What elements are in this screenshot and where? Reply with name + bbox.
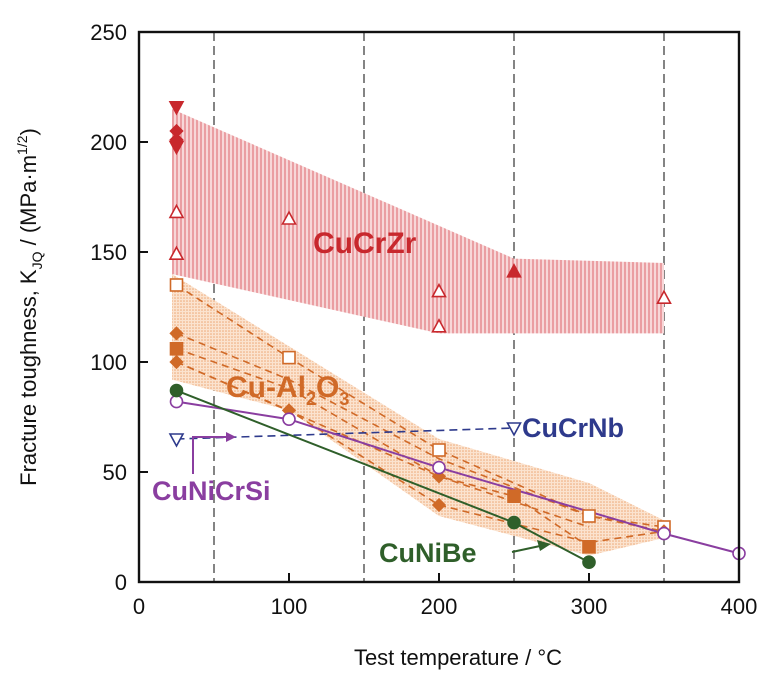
point-cu-al2o3-1 [169, 326, 184, 341]
point-cucrzr-7 [431, 282, 447, 298]
band-cu-al2o3 [172, 274, 664, 556]
point-cu-al2o3-4 [282, 350, 296, 365]
x-axis-title: Test temperature / °C [354, 645, 562, 670]
x-tick-label-100: 100 [271, 594, 308, 619]
point-cucrzr-3 [168, 140, 185, 156]
axis-ticks: 0 100 200 300 400 0 50 100 150 200 250 [90, 20, 757, 619]
point-cu-al2o3-6 [432, 443, 446, 457]
y-axis-title-sub: JQ [29, 251, 45, 269]
y-axis-title-exp: 1/2 [14, 135, 30, 155]
cunibe-pointer-arrow [511, 545, 541, 553]
point-cunicrsi-1 [282, 412, 296, 427]
point-cucrzr-5 [168, 245, 185, 261]
label-cu-al2o3: Cu-Al2O3 [226, 371, 349, 409]
band-cucrzr [172, 109, 664, 334]
x-tick-label-0: 0 [133, 594, 145, 619]
point-cucrzr-10 [656, 289, 672, 305]
trend-line-cu-al2o3-1 [176, 332, 665, 533]
point-cucrnb-1 [506, 422, 522, 437]
point-cucrzr-4 [168, 203, 185, 219]
point-cucrzr-6 [281, 210, 297, 225]
y-tick-label-250: 250 [90, 20, 127, 45]
point-cu-al2o3-10 [582, 509, 596, 523]
label-cu-al2o3-sub3: 3 [339, 389, 349, 409]
cunicrsi-pointer-arrowhead [226, 432, 236, 442]
label-cunibe: CuNiBe [379, 538, 477, 568]
point-cu-al2o3-3 [169, 354, 184, 370]
x-tick-label-400: 400 [721, 594, 758, 619]
point-cucrzr-0 [168, 101, 185, 116]
point-cu-al2o3-9 [507, 489, 521, 504]
y-axis-title-units: / (MPa·m [16, 155, 41, 252]
data-markers [168, 101, 746, 570]
point-cunibe-2 [582, 555, 596, 570]
point-cucrzr-9 [506, 263, 522, 278]
label-cucrzr: CuCrZr [313, 227, 417, 260]
cunicrsi-pointer-arrow [192, 436, 226, 474]
point-cucrzr-8 [431, 318, 447, 333]
label-cu-al2o3-o: O [316, 371, 339, 404]
point-cu-al2o3-0 [169, 278, 184, 292]
y-tick-label-50: 50 [103, 460, 127, 485]
point-cucrnb-0 [168, 433, 185, 448]
y-tick-label-100: 100 [90, 350, 127, 375]
point-cunibe-0 [169, 383, 184, 398]
label-cucrnb: CuCrNb [522, 413, 624, 443]
point-cunicrsi-3 [657, 526, 671, 541]
point-cunicrsi-2 [432, 460, 446, 475]
point-cunibe-1 [507, 515, 521, 530]
scatter-bands [172, 109, 664, 556]
y-tick-label-150: 150 [90, 240, 127, 265]
label-cu-al2o3-sub2: 2 [306, 389, 316, 409]
label-cunicrsi: CuNiCrSi [152, 476, 271, 506]
y-axis-title-main: Fracture toughness, K [16, 269, 41, 486]
y-tick-label-0: 0 [115, 570, 127, 595]
x-tick-label-300: 300 [571, 594, 608, 619]
label-cu-al2o3-main: Cu-Al [226, 371, 306, 404]
y-axis-title-close: ) [16, 128, 41, 135]
point-cu-al2o3-2 [169, 341, 184, 356]
y-tick-label-200: 200 [90, 130, 127, 155]
point-cu-al2o3-11 [582, 539, 596, 554]
cunibe-pointer-arrowhead [537, 540, 551, 551]
x-tick-label-200: 200 [421, 594, 458, 619]
y-axis-title: Fracture toughness, KJQ / (MPa·m1/2) [14, 128, 45, 486]
point-cu-al2o3-8 [431, 497, 447, 513]
trend-line-cu-al2o3-0 [176, 284, 665, 528]
